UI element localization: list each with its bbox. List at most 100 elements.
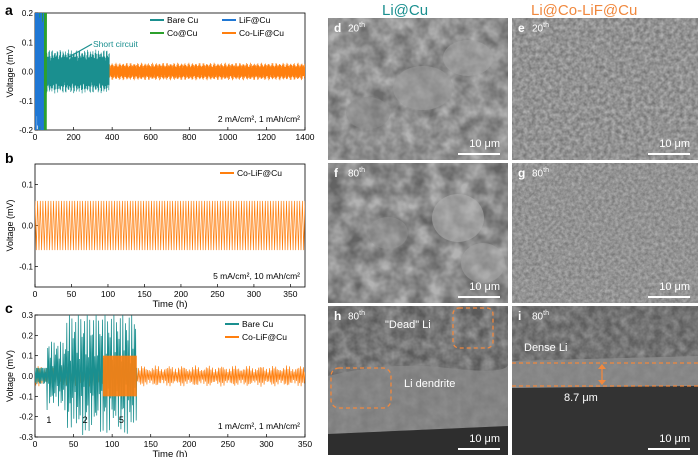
chart-c-ytick-label-0: -0.3 <box>19 433 33 442</box>
chart-b-legend-label-0: Co-LiF@Cu <box>237 168 282 178</box>
sem-texture-g <box>512 163 698 303</box>
sem-cycle-f: 80th <box>348 167 365 179</box>
chart-c-xlabel: Time (h) <box>152 449 187 457</box>
sem-cycle-i-sup: th <box>543 310 549 317</box>
chart-c-xtick-label-2: 100 <box>105 439 119 449</box>
sem-scale-f: 10 μm <box>469 281 500 293</box>
chart-c-xtick-label-5: 250 <box>221 439 235 449</box>
sem-cycle-f-num: 80 <box>348 168 360 180</box>
chart-c-ytick-label-2: -0.1 <box>19 392 33 401</box>
sem-cycle-h-num: 80 <box>348 311 360 323</box>
sem-texture-d <box>328 18 508 160</box>
sem-scale-e: 10 μm <box>659 138 690 150</box>
chart-a-ylabel: Voltage (mV) <box>5 45 15 97</box>
sem-scale-i: 10 μm <box>659 433 690 445</box>
sem-header-left: Li@Cu <box>382 2 429 19</box>
chart-a-xtick-label-3: 600 <box>144 132 158 142</box>
chart-a-ytick-label-0: -0.2 <box>19 126 33 135</box>
chart-a-xtick-label-2: 400 <box>105 132 119 142</box>
sem-scalebar-f <box>458 296 500 298</box>
chart-a-condition: 2 mA/cm², 1 mAh/cm² <box>218 114 300 124</box>
chart-c-plot <box>35 315 305 436</box>
chart-a-legend-label-3: Co-LiF@Cu <box>239 28 284 38</box>
chart-a-legend-label-0: Bare Cu <box>167 15 198 25</box>
chart-b-plot <box>35 200 305 251</box>
chart-c-xtick-label-0: 0 <box>33 439 38 449</box>
chart-b-series-co-lif-cu <box>35 200 305 251</box>
chart-c-stage-label-0: 1 <box>46 415 51 425</box>
chart-c-ytick-label-6: 0.3 <box>22 311 34 320</box>
sem-texture-e <box>512 18 698 160</box>
sem-cycle-h: 80th <box>348 310 365 322</box>
chart-c-block-co-lif-cu <box>102 355 137 397</box>
chart-b: 0 50 100 150 200 250 300 350 -0.1 0.0 0.1 Voltage (… <box>5 163 306 310</box>
panel-letter-b: b <box>5 150 14 166</box>
chart-a-legend-label-1: LiF@Cu <box>239 15 271 25</box>
sem-scale-d: 10 μm <box>469 138 500 150</box>
chart-b-xtick-label-6: 300 <box>247 289 261 299</box>
chart-a-ytick-label-4: 0.2 <box>22 9 34 18</box>
sem-scalebar-g <box>648 296 690 298</box>
sem-label-dead-li: "Dead" Li <box>385 319 431 331</box>
sem-cycle-e: 20th <box>532 22 549 34</box>
sem-panel-g: g 80th 10 μm <box>512 163 698 303</box>
sem-letter-e: e <box>518 21 525 35</box>
sem-scalebar-i <box>648 448 690 450</box>
chart-c-xtick-label-1: 50 <box>69 439 79 449</box>
chart-c-xtick-label-3: 150 <box>144 439 158 449</box>
chart-b-xlabel: Time (h) <box>152 299 187 310</box>
sem-scalebar-e <box>648 153 690 155</box>
sem-texture-f <box>328 163 508 303</box>
chart-c-stage-label-1: 2 <box>83 415 88 425</box>
chart-a-xtick-label-0: 0 <box>33 132 38 142</box>
chart-a-annotation-arrowhead <box>58 56 66 63</box>
chart-b-xtick-label-2: 100 <box>101 289 115 299</box>
sem-letter-f: f <box>334 166 338 180</box>
chart-c-ytick-label-1: -0.2 <box>19 413 33 422</box>
sem-cycle-g: 80th <box>532 167 549 179</box>
chart-b-xtick-label-3: 150 <box>137 289 151 299</box>
chart-a-xtick-label-5: 1000 <box>218 132 237 142</box>
sem-cycle-i-num: 80 <box>532 311 544 323</box>
chart-c-xtick-label-4: 200 <box>182 439 196 449</box>
chart-b-condition: 5 mA/cm², 10 mAh/cm² <box>213 271 300 281</box>
chart-c: 0 50 100 150 200 250 300 350 -0.3 -0.2 -0.1 0.0 0.1 0… <box>5 311 312 457</box>
chart-c-ylabel: Voltage (mV) <box>5 350 15 402</box>
panel-letter-a: a <box>5 2 13 18</box>
chart-c-ytick-label-4: 0.1 <box>22 352 34 361</box>
sem-scale-h: 10 μm <box>469 433 500 445</box>
sem-scale-g: 10 μm <box>659 281 690 293</box>
sem-panel-d: d 20th 10 μm <box>328 18 508 160</box>
sem-panel-e: e 20th 10 μm <box>512 18 698 160</box>
sem-cycle-g-num: 80 <box>532 168 544 180</box>
chart-a-legend-label-2: Co@Cu <box>167 28 198 38</box>
sem-cycle-e-num: 20 <box>532 23 544 35</box>
sem-label-dense-li: Dense Li <box>524 342 568 354</box>
chart-c-ytick-label-3: 0.0 <box>22 372 34 381</box>
chart-c-ytick-label-5: 0.2 <box>22 331 34 340</box>
chart-c-condition: 1 mA/cm², 1 mAh/cm² <box>218 421 300 431</box>
sem-cycle-h-sup: th <box>359 310 365 317</box>
chart-c-xtick-label-7: 350 <box>298 439 312 449</box>
chart-b-ylabel: Voltage (mV) <box>5 199 15 251</box>
chart-b-ytick-label-2: 0.1 <box>22 181 34 190</box>
sem-letter-g: g <box>518 166 526 180</box>
sem-cycle-g-sup: th <box>543 167 549 174</box>
chart-a-series-bare-cu <box>35 49 110 94</box>
panel-letter-c: c <box>5 300 13 316</box>
sem-panel-i: i 80th Dense Li 8.7 μm 10 μm <box>512 306 698 455</box>
chart-a-annotation: Short circuit <box>93 39 139 49</box>
sem-panel-f: f 80th 10 μm <box>328 163 508 303</box>
sem-header-right: Li@Co-LiF@Cu <box>531 2 638 19</box>
chart-a-ytick-label-1: -0.1 <box>19 97 33 106</box>
sem-label-thickness: 8.7 μm <box>564 392 598 404</box>
sem-cycle-i: 80th <box>532 310 549 322</box>
sem-cycle-f-sup: th <box>359 167 365 174</box>
chart-a: 0 200 400 600 800 1000 1200 1400 -0.2 -0.1 0.0 0.1 0… <box>5 9 315 142</box>
chart-a-xtick-label-4: 800 <box>182 132 196 142</box>
chart-b-xtick-label-7: 350 <box>283 289 297 299</box>
sem-texture-h <box>328 306 508 455</box>
chart-c-stage-label-2: 5 <box>119 415 124 425</box>
chart-c-legend-label-1: Co-LiF@Cu <box>242 332 287 342</box>
